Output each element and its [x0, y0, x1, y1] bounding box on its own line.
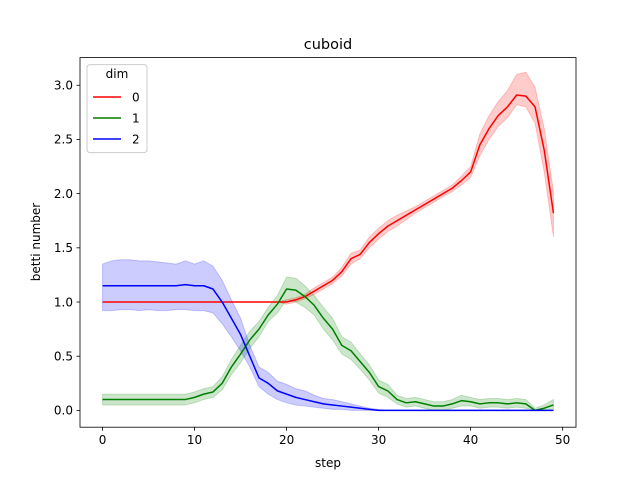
y-tick-label: 0.5 — [54, 350, 73, 364]
x-tick-label: 20 — [279, 433, 294, 447]
plot-area — [102, 71, 555, 412]
legend: dim 0 1 2 — [86, 64, 148, 154]
series-line-dim-1 — [102, 288, 554, 412]
series-line-dim-2 — [102, 283, 554, 412]
legend-label-dim-1: 1 — [132, 111, 140, 125]
legend-title: dim — [106, 67, 129, 81]
legend-label-dim-2: 2 — [132, 132, 140, 146]
y-tick-label: 3.0 — [54, 79, 73, 93]
x-tick-label: 50 — [555, 433, 570, 447]
legend-box — [86, 64, 148, 154]
chart-title: cuboid — [304, 37, 352, 53]
y-tick-label: 2.0 — [54, 187, 73, 201]
legend-entries: 0 1 2 — [93, 90, 140, 146]
x-tick-label: 30 — [371, 433, 386, 447]
x-tick-label: 0 — [99, 433, 107, 447]
y-tick-label: 2.5 — [54, 133, 73, 147]
x-tick-label: 40 — [463, 433, 478, 447]
series-line-dim-0 — [102, 94, 555, 303]
x-tick-label: 10 — [187, 433, 202, 447]
y-tick-label: 0.0 — [54, 404, 73, 418]
legend-label-dim-0: 0 — [132, 90, 140, 104]
axes-frame — [79, 57, 577, 428]
x-axis: 0 10 20 30 40 50 — [99, 427, 570, 447]
y-axis-label: betti number — [29, 203, 43, 281]
y-axis: 0.0 0.5 1.0 1.5 2.0 2.5 3.0 — [54, 79, 80, 418]
y-tick-label: 1.0 — [54, 295, 73, 309]
y-tick-label: 1.5 — [54, 241, 73, 255]
x-axis-label: step — [315, 456, 341, 470]
